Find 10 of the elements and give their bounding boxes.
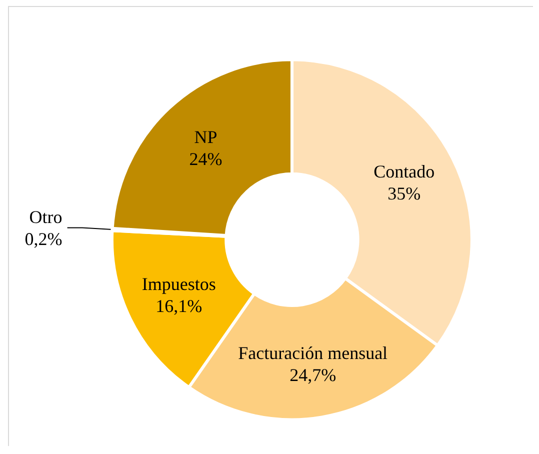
data-label: 35%	[388, 184, 421, 204]
data-label: 24%	[189, 148, 222, 169]
slice-label: Contado	[374, 162, 435, 182]
data-label: 24,7%	[290, 364, 336, 385]
data-label: 16,1%	[156, 296, 202, 316]
slice-label: Otro	[29, 206, 62, 227]
data-label: 0,2%	[24, 228, 62, 249]
slice-label: Impuestos	[142, 274, 216, 294]
slice-label: Facturación mensual	[238, 342, 388, 363]
slice-label: NP	[194, 126, 218, 147]
